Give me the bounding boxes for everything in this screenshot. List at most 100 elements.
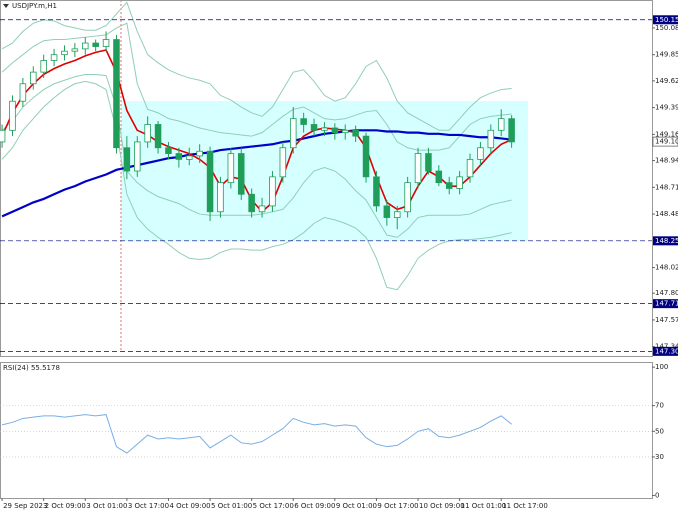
candle-body — [123, 147, 131, 172]
candle-body — [279, 147, 287, 178]
x-tick-label: 6 Oct 09:00 — [294, 502, 335, 510]
candle-body — [0, 129, 6, 143]
rsi-title: RSI(24) 55.5178 — [3, 364, 60, 372]
candle-body — [362, 135, 370, 178]
x-tick-label: 29 Sep 2023 — [3, 502, 47, 510]
candle-body — [206, 150, 214, 213]
candle-body — [331, 127, 339, 134]
candle-body — [373, 176, 380, 207]
candle-body — [185, 155, 193, 160]
y-tick-label: 30 — [655, 453, 664, 461]
indicator-line — [1, 1, 512, 131]
level-label: 147.300 — [655, 347, 678, 355]
level-label-bg — [653, 15, 678, 25]
candle-body — [445, 182, 453, 189]
candle-body — [102, 39, 110, 47]
x-tick-label: 2 Oct 09:00 — [45, 502, 86, 510]
x-tick-label: 3 Oct 17:00 — [128, 502, 169, 510]
candle-body — [227, 153, 235, 184]
candle-body — [248, 193, 255, 213]
y-tick-label: 148.020 — [655, 264, 678, 272]
level-label: 150.150 — [655, 16, 678, 24]
candle-body — [456, 176, 463, 189]
candle-body — [289, 118, 297, 149]
indicator-line — [1, 129, 512, 218]
x-tick-label: 4 Oct 09:00 — [169, 502, 210, 510]
y-tick-label: 147.570 — [655, 316, 678, 324]
candle-body — [175, 153, 183, 160]
y-tick-label: 149.395 — [655, 104, 678, 112]
y-tick-label: 100 — [655, 363, 668, 371]
y-tick-label: 147.340 — [655, 343, 678, 351]
x-tick-label: 11 Oct 01:00 — [461, 502, 507, 510]
y-tick-label: 148.940 — [655, 157, 678, 165]
candle-body — [383, 205, 391, 218]
candle-body — [196, 150, 203, 157]
candle-body — [82, 42, 89, 50]
candle-body — [258, 205, 266, 213]
x-tick-label: 9 Oct 17:00 — [377, 502, 418, 510]
candle-body — [497, 118, 505, 131]
candle-body — [269, 176, 276, 207]
indicator-line — [1, 49, 512, 213]
candle-body — [113, 39, 120, 149]
x-tick-label: 11 Oct 17:00 — [502, 502, 548, 510]
candle-body — [9, 100, 16, 131]
candle-body — [341, 129, 349, 134]
candle-body — [310, 124, 318, 131]
indicator-line — [1, 80, 512, 291]
candle-body — [414, 153, 422, 184]
x-tick-label: 9 Oct 01:00 — [336, 502, 377, 510]
candle-body — [425, 153, 432, 172]
candle-body — [508, 118, 515, 143]
candle-body — [30, 71, 37, 85]
y-tick-label: 149.850 — [655, 51, 678, 59]
candle-body — [165, 147, 172, 154]
x-tick-label: 10 Oct 09:00 — [419, 502, 465, 510]
main-panel — [0, 0, 653, 357]
candle-body — [466, 158, 474, 178]
candle-body — [71, 48, 79, 52]
level-label-bg — [653, 299, 678, 309]
y-tick-label: 147.800 — [655, 289, 678, 297]
chart-title: USDJPY.m,H1 — [12, 2, 57, 10]
candle-body — [237, 153, 245, 195]
candle-body — [154, 124, 162, 149]
rsi-line — [1, 414, 512, 454]
x-tick-label: 3 Oct 01:00 — [86, 502, 127, 510]
candle-body — [134, 141, 141, 172]
y-tick-label: 149.165 — [655, 130, 678, 138]
candle-body — [61, 50, 68, 56]
indicator-line — [1, 22, 512, 151]
candle-body — [352, 129, 359, 137]
level-label: 148.250 — [655, 237, 678, 245]
candle-body — [300, 118, 307, 125]
y-tick-label: 50 — [655, 427, 664, 435]
candle-body — [19, 83, 27, 102]
y-tick-label: 0 — [655, 491, 659, 499]
candle-body — [477, 147, 484, 160]
x-tick-label: 5 Oct 17:00 — [253, 502, 294, 510]
candle-body — [393, 211, 401, 218]
last-price-label: 149.103 — [655, 138, 678, 146]
x-tick-label: 5 Oct 01:00 — [211, 502, 252, 510]
candle-body — [40, 60, 47, 73]
candle-body — [404, 182, 411, 213]
y-tick-label: 148.480 — [655, 210, 678, 218]
level-label: 147.710 — [655, 300, 678, 308]
rsi-panel — [0, 362, 653, 499]
candle-body — [217, 182, 224, 213]
indicator-line — [1, 73, 512, 238]
y-tick-label: 149.625 — [655, 77, 678, 85]
menu-icon — [3, 4, 9, 8]
candle-body — [50, 54, 58, 61]
candle-body — [92, 42, 99, 47]
y-tick-label: 150.080 — [655, 24, 678, 32]
level-label-bg — [653, 346, 678, 356]
candle-body — [435, 170, 443, 184]
last-price-bg — [652, 136, 678, 147]
y-tick-label: 148.710 — [655, 183, 678, 191]
